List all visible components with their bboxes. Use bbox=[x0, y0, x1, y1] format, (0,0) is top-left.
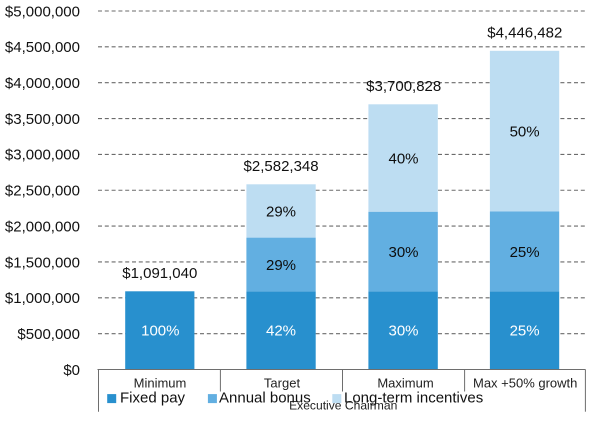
svg-text:29%: 29% bbox=[266, 203, 296, 220]
svg-text:Maximum: Maximum bbox=[377, 375, 433, 390]
svg-text:$2,500,000: $2,500,000 bbox=[5, 183, 80, 200]
svg-text:25%: 25% bbox=[510, 244, 540, 261]
svg-text:Target: Target bbox=[264, 375, 301, 390]
svg-text:42%: 42% bbox=[266, 323, 296, 340]
svg-text:25%: 25% bbox=[510, 323, 540, 340]
svg-text:Max +50% growth: Max +50% growth bbox=[473, 375, 577, 390]
svg-text:$3,500,000: $3,500,000 bbox=[5, 111, 80, 128]
svg-text:100%: 100% bbox=[141, 323, 179, 340]
svg-text:30%: 30% bbox=[388, 323, 418, 340]
svg-text:$2,000,000: $2,000,000 bbox=[5, 218, 80, 235]
svg-text:$3,700,828: $3,700,828 bbox=[366, 78, 441, 95]
svg-text:$1,091,040: $1,091,040 bbox=[122, 265, 197, 282]
svg-text:Long-term incentives: Long-term incentives bbox=[344, 390, 483, 407]
svg-text:$5,000,000: $5,000,000 bbox=[5, 3, 80, 20]
svg-text:Annual bonus: Annual bonus bbox=[219, 390, 311, 407]
svg-text:40%: 40% bbox=[388, 151, 418, 168]
svg-text:$4,446,482: $4,446,482 bbox=[487, 25, 562, 42]
svg-text:$2,582,348: $2,582,348 bbox=[244, 158, 319, 175]
svg-text:$1,500,000: $1,500,000 bbox=[5, 254, 80, 271]
svg-text:$4,500,000: $4,500,000 bbox=[5, 39, 80, 56]
svg-text:$1,000,000: $1,000,000 bbox=[5, 290, 80, 307]
svg-text:$4,000,000: $4,000,000 bbox=[5, 75, 80, 92]
svg-text:50%: 50% bbox=[510, 124, 540, 141]
svg-text:$3,000,000: $3,000,000 bbox=[5, 147, 80, 164]
svg-text:Fixed pay: Fixed pay bbox=[120, 390, 186, 407]
svg-text:Executive Chairman: Executive Chairman bbox=[289, 398, 397, 412]
svg-text:30%: 30% bbox=[388, 244, 418, 261]
svg-text:Minimum: Minimum bbox=[134, 375, 187, 390]
svg-text:$0: $0 bbox=[63, 362, 80, 379]
svg-text:29%: 29% bbox=[266, 257, 296, 274]
svg-text:$500,000: $500,000 bbox=[17, 326, 80, 343]
